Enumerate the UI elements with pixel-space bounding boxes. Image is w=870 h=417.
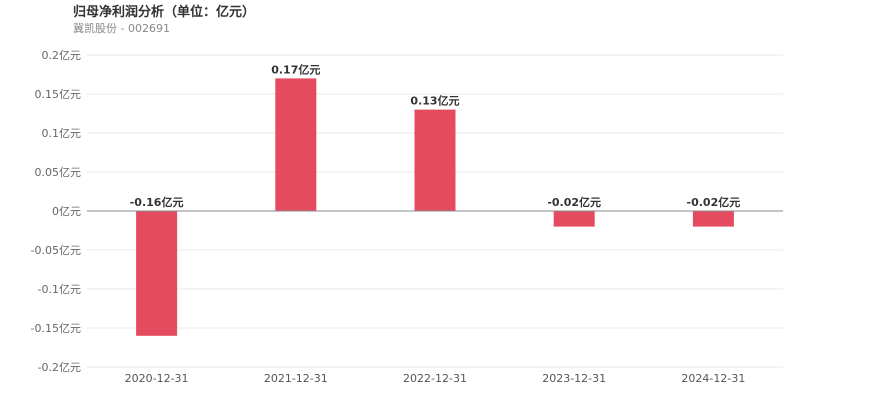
bar [275,78,317,212]
y-axis-ticks: 0.2亿元 0.15亿元 0.1亿元 0.05亿元 0亿元 -0.05亿元 -0.1亿元 -0… [31,49,81,374]
y-tick-label: -0.1亿元 [38,283,81,296]
x-tick-label: 2023-12-31 [542,372,606,385]
data-label: -0.02亿元 [547,195,601,209]
y-tick-label: 0.15亿元 [35,88,82,101]
data-labels: -0.16亿元 0.17亿元 0.13亿元 -0.02亿元 -0.02亿元 [130,62,741,209]
data-label: -0.02亿元 [687,195,741,209]
x-tick-label: 2020-12-31 [125,372,189,385]
chart-title: 归母净利润分析（单位：亿元） [73,5,256,20]
data-label: 0.13亿元 [410,94,459,108]
zero-axis [87,210,783,368]
y-tick-label: -0.2亿元 [38,361,81,374]
y-tick-label: -0.15亿元 [31,322,81,335]
y-tick-label: -0.05亿元 [31,244,81,257]
bar [414,109,456,211]
x-tick-label: 2024-12-31 [681,372,745,385]
y-tick-label: 0亿元 [52,205,81,218]
chart-subtitle: 冀凯股份 - 002691 [73,22,170,35]
bars [136,78,734,336]
x-tick-label: 2022-12-31 [403,372,467,385]
y-tick-label: 0.05亿元 [35,166,82,179]
bar [136,211,178,336]
y-tick-label: 0.1亿元 [42,127,82,140]
y-tick-label: 0.2亿元 [42,49,82,62]
data-label: 0.17亿元 [271,62,320,76]
bar [692,211,734,227]
data-label: -0.16亿元 [130,195,184,209]
x-axis-ticks: 2020-12-31 2021-12-31 2022-12-31 2023-12-31… [125,372,746,385]
x-tick-label: 2021-12-31 [264,372,328,385]
bar [553,211,595,227]
